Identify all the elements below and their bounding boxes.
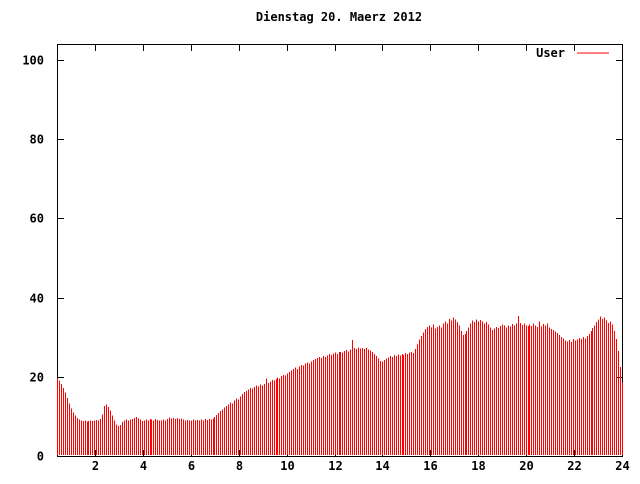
bars-series-user — [57, 316, 623, 455]
plot-border — [57, 44, 623, 457]
x-axis-tick-label: 18 — [471, 459, 485, 473]
x-axis-tick-label: 24 — [615, 459, 629, 473]
legend-label-user: User — [536, 46, 565, 60]
x-axis-tick-label: 8 — [236, 459, 243, 473]
x-axis-tick-label: 16 — [423, 459, 437, 473]
y-axis-tick-label: 60 — [30, 212, 44, 226]
y-axis-tick-label: 20 — [30, 371, 44, 385]
chart-title: Dienstag 20. Maerz 2012 — [256, 10, 422, 24]
y-axis-tick-label: 80 — [30, 133, 44, 147]
x-axis-tick-label: 4 — [140, 459, 147, 473]
y-axis-tick-label: 100 — [22, 54, 44, 68]
x-axis-tick-label: 12 — [328, 459, 342, 473]
x-axis-tick-label: 20 — [519, 459, 533, 473]
x-axis-tick-label: 2 — [92, 459, 99, 473]
x-axis-tick-label: 10 — [280, 459, 294, 473]
y-axis-tick-label: 40 — [30, 292, 44, 306]
y-axis-tick-label: 0 — [37, 450, 44, 464]
legend: User — [536, 46, 609, 60]
user-impulse-bars — [57, 316, 623, 455]
x-axis-tick-label: 14 — [375, 459, 389, 473]
x-axis-tick-label: 6 — [188, 459, 195, 473]
x-axis-tick-label: 22 — [567, 459, 581, 473]
